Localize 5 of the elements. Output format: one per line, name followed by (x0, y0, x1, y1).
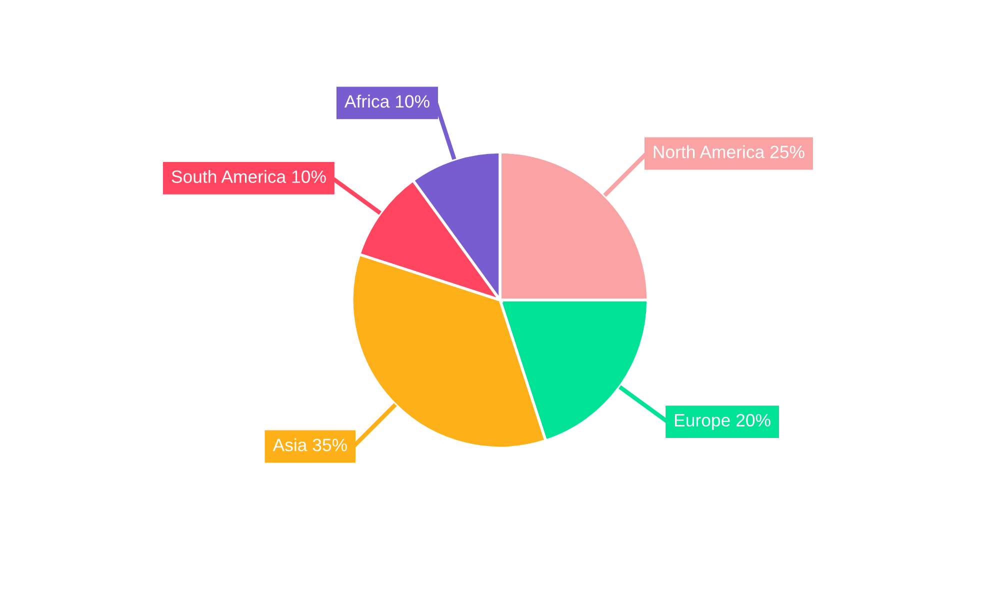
slice-label: Africa 10% (344, 94, 430, 108)
slice-label: South America 10% (172, 170, 326, 183)
slice-label: Asia 35% (272, 438, 347, 452)
slice-label: Europe 20% (675, 414, 770, 430)
slice-label: North America 25% (654, 145, 804, 158)
